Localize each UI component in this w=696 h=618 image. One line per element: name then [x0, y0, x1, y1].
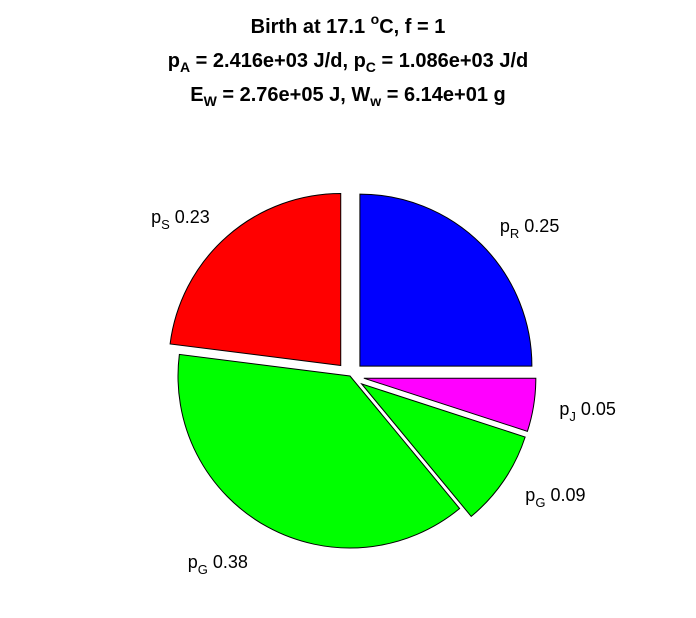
title-pa-subscript: A [179, 59, 191, 75]
title-pc-symbol: p [353, 50, 366, 72]
pie-slice-pS-4 [169, 192, 342, 367]
title-pc-subscript: C [365, 59, 376, 75]
title-ww-value: = 6.14e+01 g [381, 84, 506, 106]
title-ew-value: = 2.76e+05 J, [216, 84, 352, 106]
chart-title: Birth at 17.1 oC, f = 1 pA = 2.416e+03 J… [0, 10, 696, 112]
title-pc-value: = 1.086e+03 J/d [375, 50, 529, 72]
title-line-1-text-2: C, f = 1 [379, 16, 446, 38]
pie-label-pG-3: pG 0.38 [188, 552, 248, 577]
title-line-1-text: Birth at 17.1 [250, 16, 371, 38]
title-pa-symbol: p [167, 50, 180, 72]
title-line-1: Birth at 17.1 oC, f = 1 [0, 10, 696, 44]
pie-slice-pJ-1 [363, 377, 537, 432]
pie-slice-pR-0 [359, 193, 533, 367]
title-line-2: pA = 2.416e+03 J/d, pC = 1.086e+03 J/d [0, 44, 696, 78]
pie-label-pJ-1: pJ 0.05 [559, 399, 616, 424]
pie-label-pG-2: pG 0.09 [525, 485, 585, 510]
title-pa-value: = 2.416e+03 J/d, [190, 50, 354, 72]
title-ww-symbol: W [351, 84, 371, 106]
title-ew-subscript: W [203, 93, 217, 109]
title-line-3: EW = 2.76e+05 J, Ww = 6.14e+01 g [0, 78, 696, 112]
title-ew-symbol: E [190, 84, 204, 106]
title-ww-subscript: w [370, 93, 382, 109]
pie-label-pR-0: pR 0.25 [500, 216, 559, 241]
pie-label-pS-4: pS 0.23 [151, 207, 210, 232]
title-line-1-degree: o [370, 11, 380, 27]
pie-slice-pG-2 [360, 382, 526, 518]
pie-slice-pG-3 [177, 353, 461, 549]
